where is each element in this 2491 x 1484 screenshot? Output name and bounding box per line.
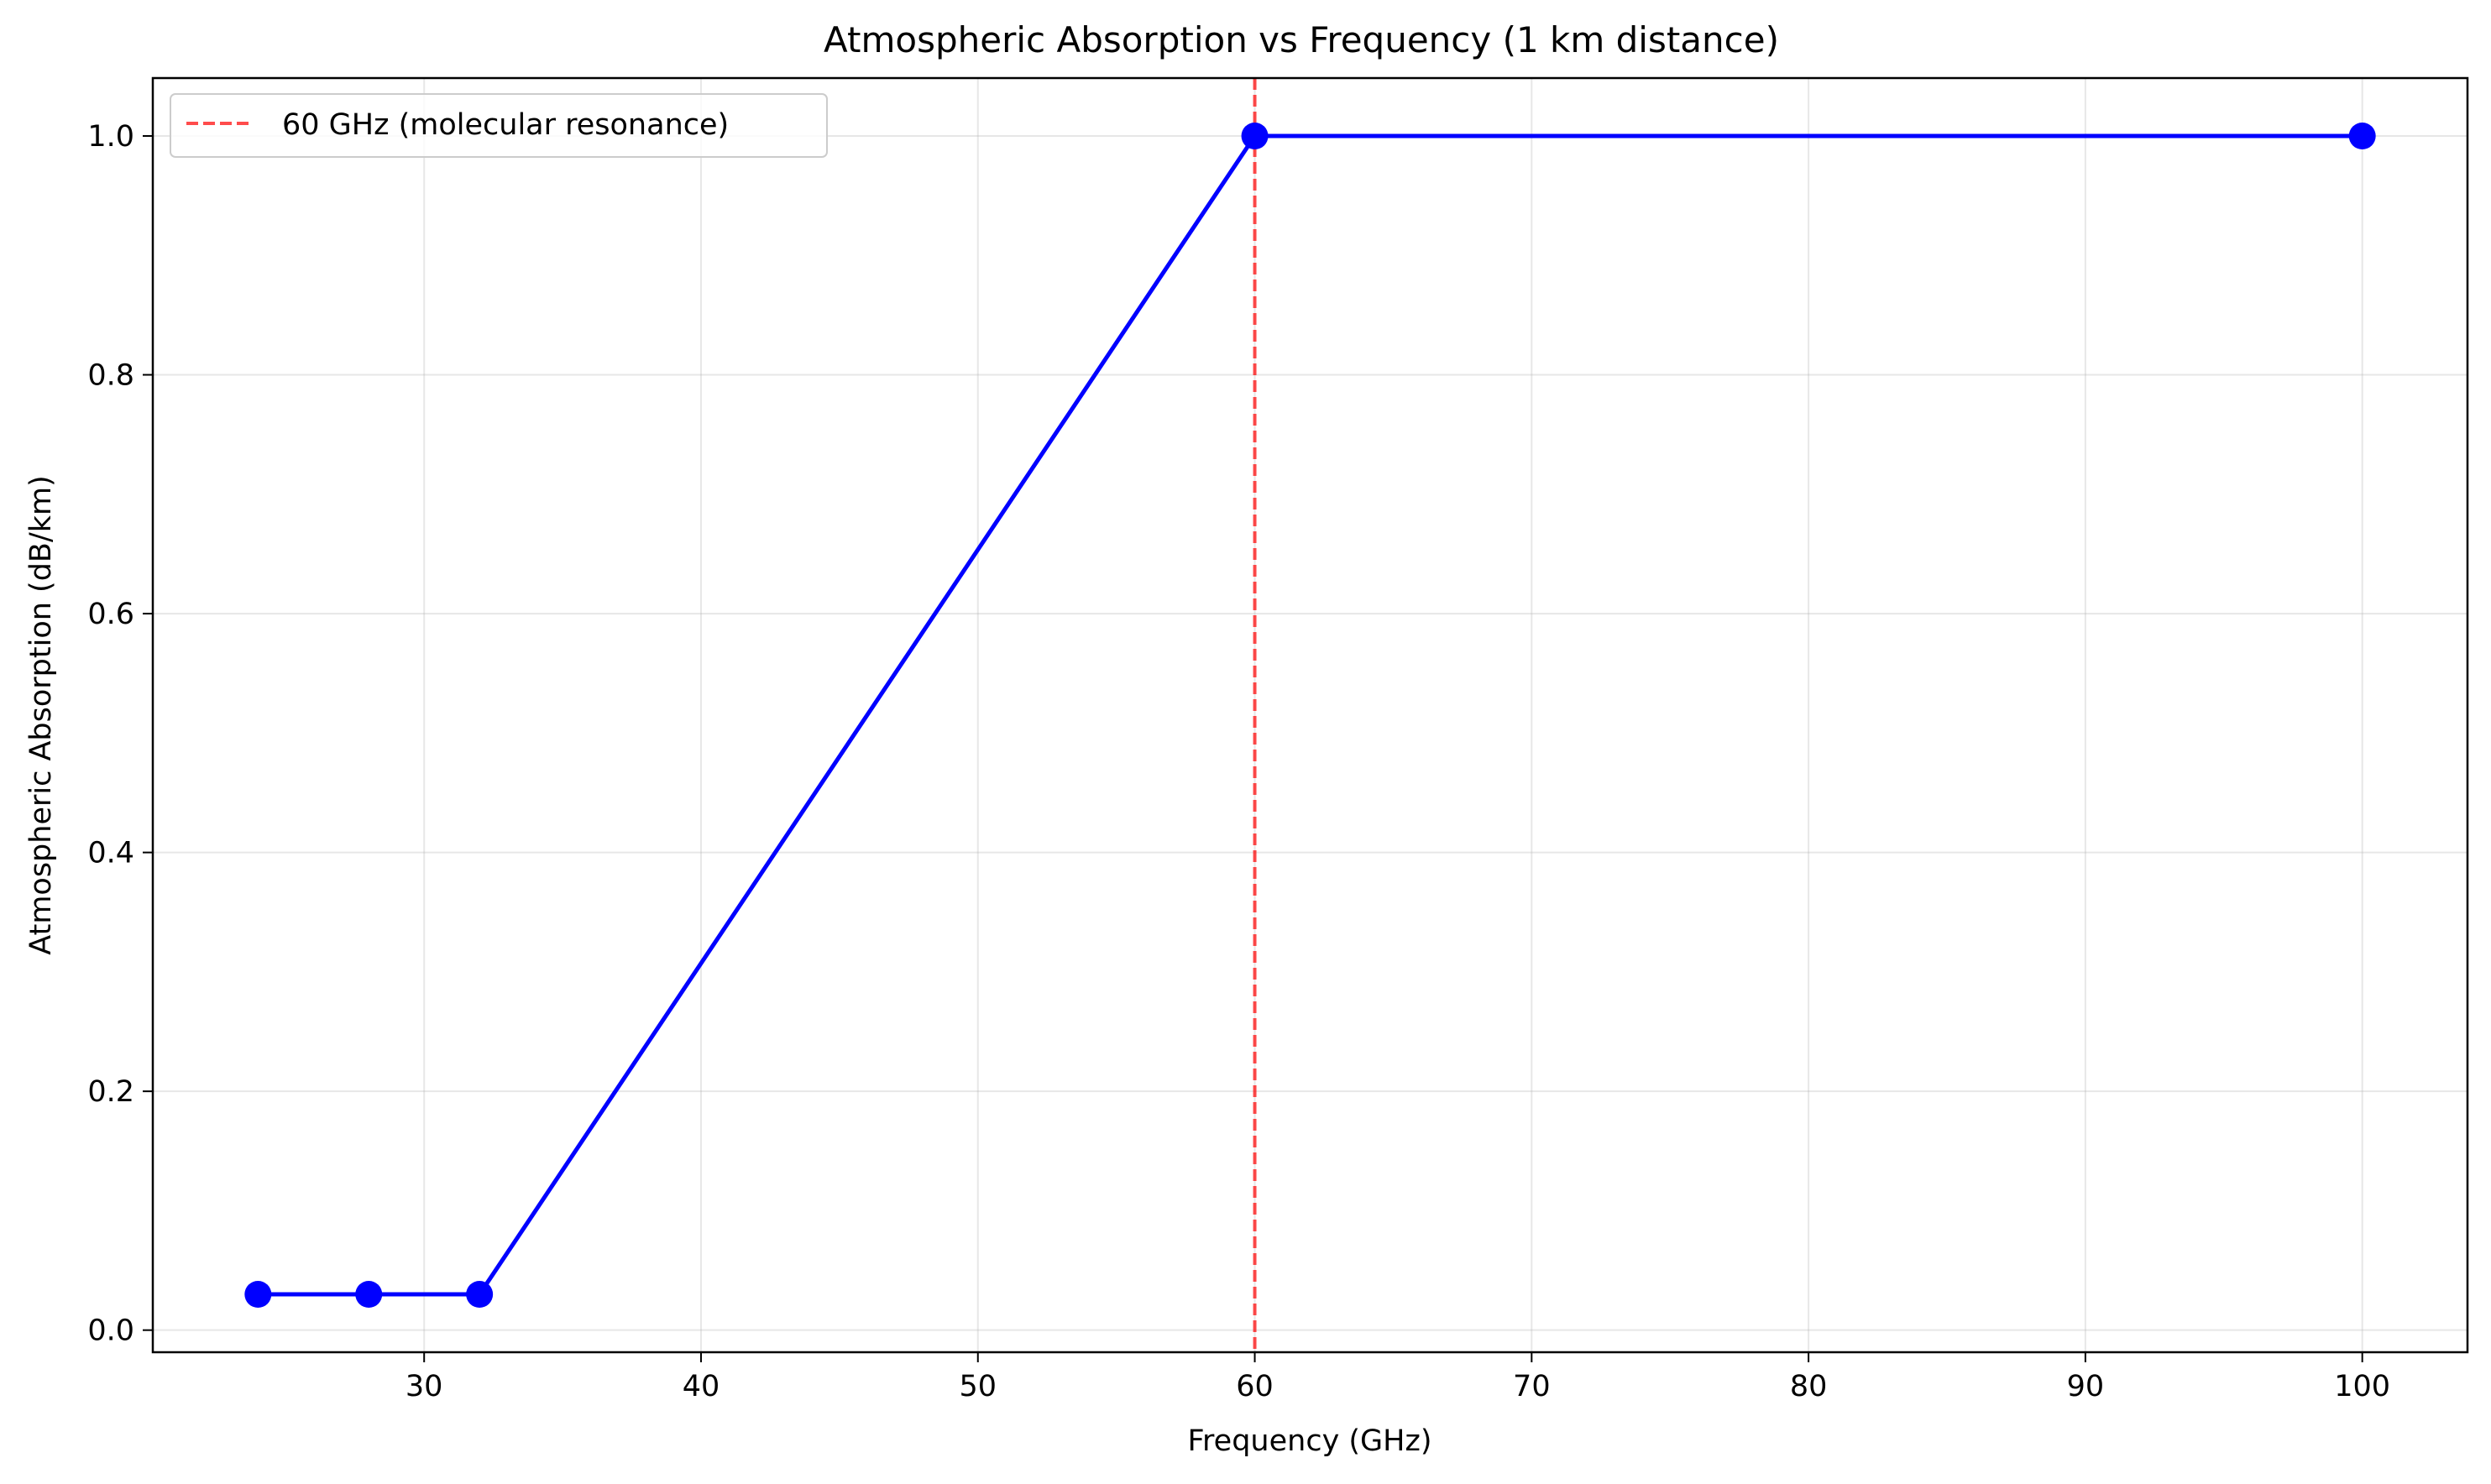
legend: 60 GHz (molecular resonance): [170, 93, 828, 158]
data-point-marker: [2348, 123, 2376, 149]
data-point-marker: [244, 1281, 272, 1308]
y-tick-label: 0.0: [87, 1314, 134, 1348]
x-axis-ticks: 30 40 50 60 70 80 90 100: [406, 1352, 2390, 1403]
y-tick-label: 0.6: [87, 598, 134, 631]
x-tick-label: 90: [2067, 1370, 2105, 1403]
axes-frame: [151, 76, 2469, 1354]
x-tick-label: 50: [959, 1370, 997, 1403]
data-point-marker: [355, 1281, 383, 1308]
x-tick-label: 80: [1790, 1370, 1828, 1403]
y-axis-label: Atmospheric Absorption (dB/km): [24, 475, 58, 954]
data-point-marker: [1241, 123, 1269, 149]
data-point-marker: [466, 1281, 494, 1308]
legend-box: [170, 93, 828, 158]
y-tick-label: 0.2: [87, 1075, 134, 1109]
chart-title: Atmospheric Absorption vs Frequency (1 k…: [824, 19, 1779, 60]
legend-entry-label: 60 GHz (molecular resonance): [282, 108, 729, 142]
x-tick-label: 30: [406, 1370, 443, 1403]
series: [244, 123, 2376, 1308]
x-tick-label: 40: [683, 1370, 720, 1403]
y-tick-label: 1.0: [87, 120, 134, 154]
x-tick-label: 100: [2334, 1370, 2390, 1403]
plot-area: [153, 78, 2467, 1352]
x-tick-label: 70: [1513, 1370, 1551, 1403]
y-tick-label: 0.8: [87, 359, 134, 393]
x-axis-label: Frequency (GHz): [1187, 1424, 1431, 1458]
y-axis-ticks: 0.0 0.2 0.4 0.6 0.8 1.0: [87, 120, 153, 1348]
x-tick-label: 60: [1236, 1370, 1274, 1403]
y-tick-label: 0.4: [87, 837, 134, 870]
